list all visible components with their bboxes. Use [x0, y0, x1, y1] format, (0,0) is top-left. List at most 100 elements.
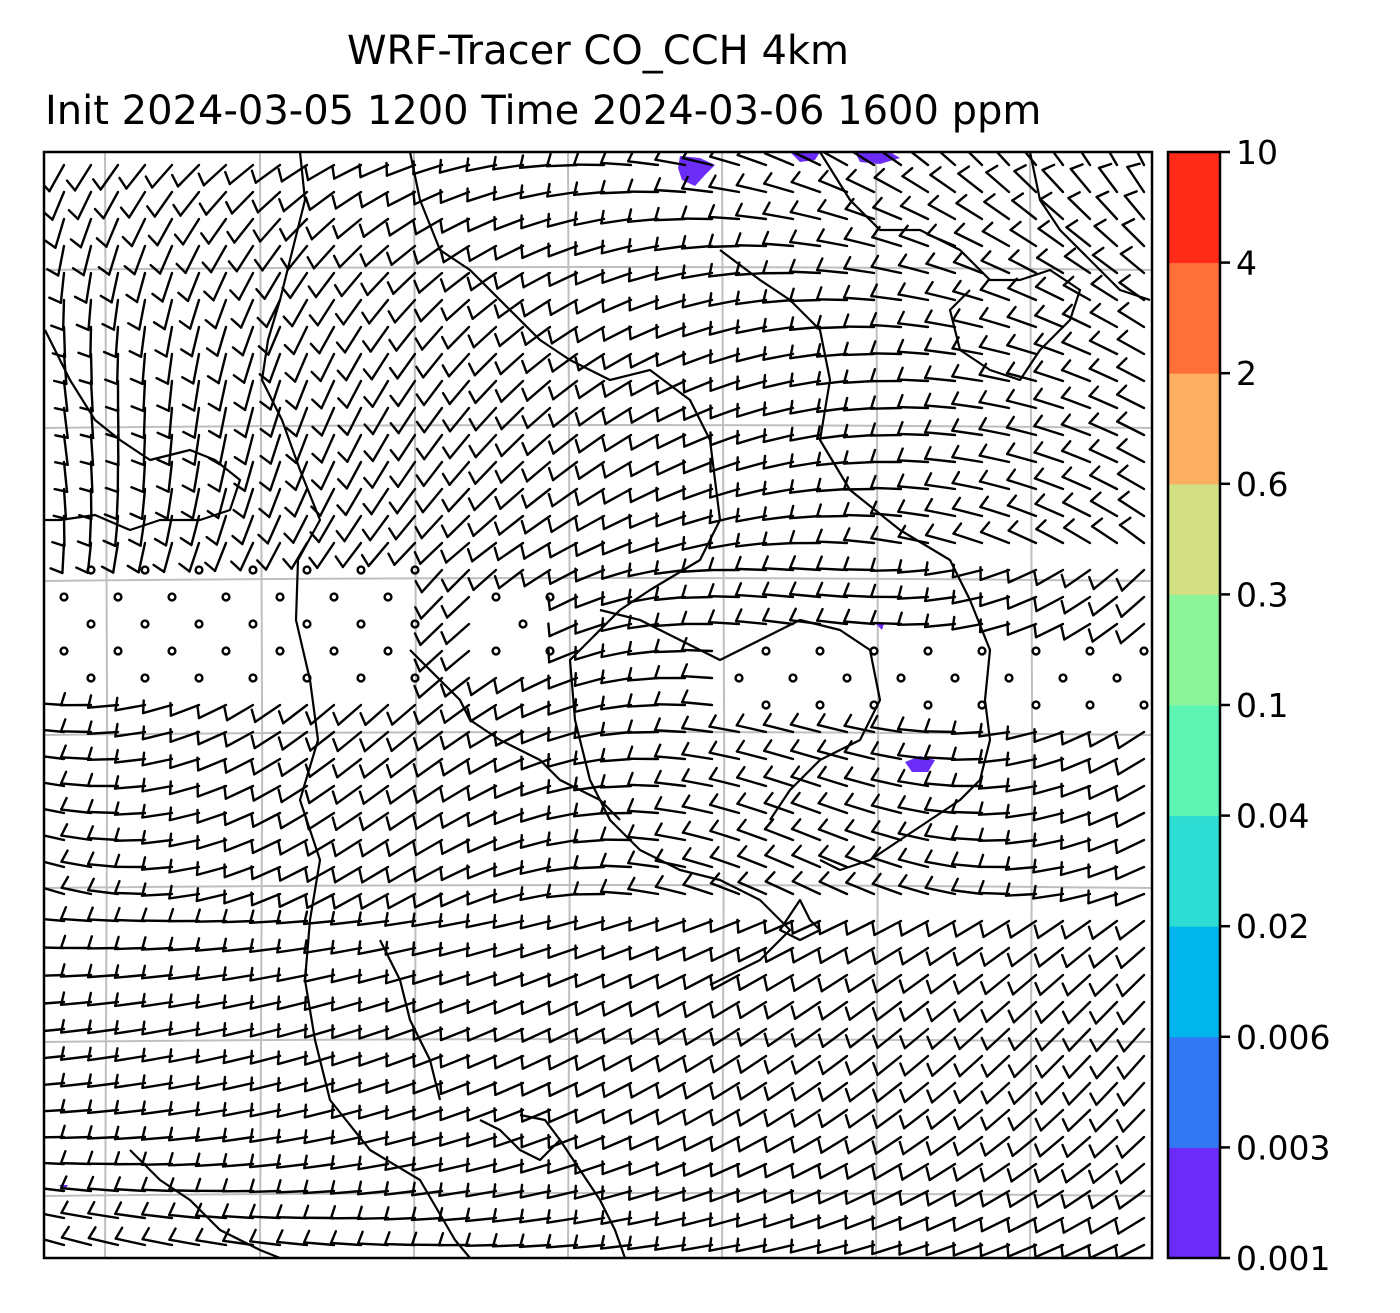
wind-barb: [1006, 305, 1038, 329]
wind-barb: [44, 1135, 66, 1139]
wind-barb: [493, 703, 525, 721]
wind-barb: [547, 1081, 579, 1098]
wind-barb: [950, 746, 984, 762]
wind-barb: [815, 370, 849, 386]
wind-barb: [980, 250, 1011, 275]
wind-barb: [655, 1000, 687, 1018]
wind-barb: [103, 487, 120, 521]
wind-barb: [466, 838, 498, 854]
wind-barb: [114, 1047, 147, 1062]
wind-barb: [547, 700, 579, 716]
wind-barb: [1088, 1135, 1119, 1159]
wind-barb: [440, 298, 471, 322]
wind-barb: [573, 750, 606, 766]
wind-barb: [979, 278, 1011, 302]
wind-barb: [599, 721, 633, 737]
wind-barb: [869, 367, 903, 383]
wind-barb: [680, 584, 714, 600]
wind-barb: [438, 912, 471, 928]
parallel-gridline: [44, 884, 1152, 889]
wind-barb: [1060, 919, 1092, 940]
wind-barb: [194, 908, 228, 923]
wind-barb: [196, 808, 228, 824]
wind-barb: [439, 217, 471, 234]
wind-barb: [442, 406, 471, 433]
wind-barb: [574, 514, 606, 532]
wind-barb: [44, 1187, 66, 1193]
wind-barb: [441, 487, 471, 513]
calm-circle: [788, 673, 798, 683]
wind-barb: [628, 296, 660, 312]
wind-barb: [223, 784, 255, 800]
wind-barb: [168, 1227, 201, 1247]
wind-barb: [360, 271, 390, 297]
wind-barb: [437, 1231, 471, 1247]
wind-barb: [735, 173, 768, 194]
wind-barb: [1114, 865, 1146, 881]
wind-barb: [250, 811, 282, 828]
wind-barb: [953, 1108, 984, 1131]
wind-barb: [870, 820, 903, 842]
wind-barb: [951, 877, 984, 896]
wind-barb: [815, 581, 849, 599]
wind-barb: [440, 595, 471, 619]
wind-barb: [59, 1124, 93, 1140]
wind-barb: [708, 714, 741, 734]
wind-barb: [113, 879, 147, 896]
wind-barb: [923, 770, 957, 788]
wind-barb: [951, 308, 984, 329]
wind-barb: [869, 422, 903, 437]
wind-barb: [141, 992, 174, 1008]
wind-barb: [626, 640, 660, 656]
wind-barb: [1061, 946, 1092, 969]
wind-barb: [361, 298, 390, 325]
wind-barb: [708, 1212, 741, 1228]
wind-barb: [466, 271, 498, 292]
wind-barb: [869, 340, 903, 356]
wind-barb: [1115, 1135, 1146, 1159]
wind-barb: [1114, 784, 1146, 802]
wind-barb: [256, 298, 282, 329]
wind-barb: [1060, 1189, 1092, 1209]
wind-barb: [844, 1081, 876, 1103]
wind-barb: [519, 1208, 552, 1224]
wind-barb: [708, 291, 741, 307]
wind-barb: [410, 1231, 444, 1247]
wind-barb: [924, 497, 957, 518]
wind-barb: [844, 919, 876, 936]
wind-barb: [938, 152, 957, 167]
wind-barb: [951, 589, 984, 605]
wind-barb: [790, 946, 822, 964]
wind-barb: [681, 264, 714, 280]
wind-barb: [86, 798, 120, 815]
wind-barb: [925, 1241, 957, 1257]
wind-barb: [818, 871, 849, 896]
wind-barb: [957, 165, 984, 194]
wind-barb: [195, 861, 228, 877]
wind-barb: [361, 325, 390, 353]
wind-barb: [73, 271, 93, 304]
wind-barb: [114, 722, 147, 738]
wind-barb: [817, 1135, 849, 1154]
wind-barb: [128, 514, 147, 547]
wind-barb: [546, 914, 579, 930]
wind-barb: [141, 1201, 174, 1220]
wind-barb: [1033, 414, 1065, 437]
wind-barb: [896, 366, 930, 383]
wind-barb: [86, 720, 120, 735]
colorbar-swatch: [1168, 926, 1220, 1038]
wind-barb: [141, 829, 174, 845]
wind-barb: [1114, 730, 1146, 750]
wind-barb: [104, 352, 120, 386]
colorbar-swatch: [1168, 705, 1220, 817]
wind-barb: [925, 919, 957, 938]
wind-barb: [979, 1242, 1011, 1258]
wind-barb: [520, 568, 552, 588]
wind-barb: [1007, 1000, 1038, 1024]
wind-barb: [709, 349, 741, 365]
wind-barb: [842, 527, 876, 545]
wind-barb: [899, 1081, 930, 1104]
wind-barb: [898, 1189, 930, 1206]
wind-barb: [1061, 466, 1092, 491]
wind-barb: [601, 1134, 633, 1150]
